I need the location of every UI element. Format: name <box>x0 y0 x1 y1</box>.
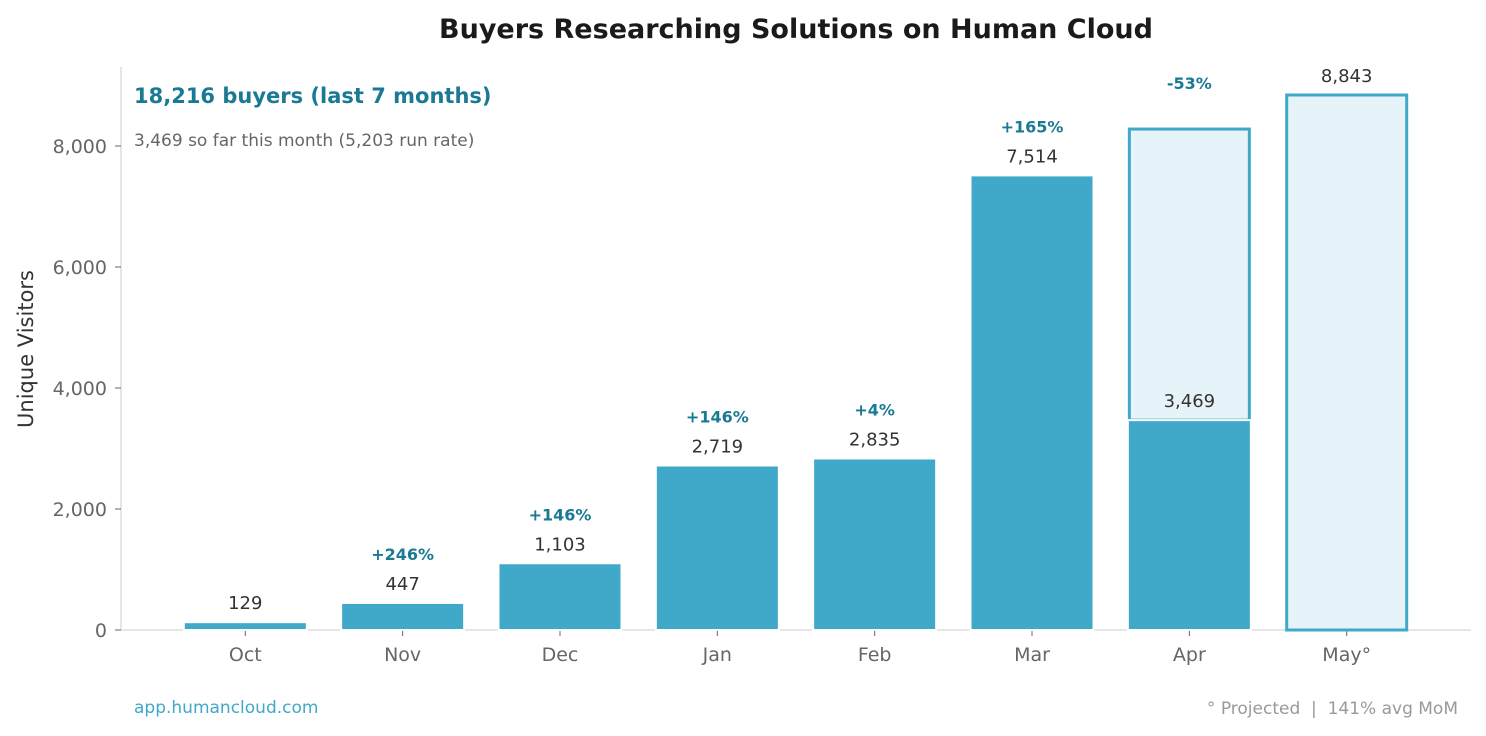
change-label: +146% <box>686 408 749 427</box>
bar <box>654 464 780 631</box>
value-label: 129 <box>228 593 262 614</box>
x-tick-label: Oct <box>229 644 262 666</box>
y-tick-label: 2,000 <box>53 499 107 521</box>
bar <box>340 601 466 631</box>
value-label: 2,835 <box>849 429 901 450</box>
bars <box>182 93 1409 632</box>
value-label: 8,843 <box>1321 66 1373 87</box>
x-tick-label: May° <box>1322 644 1371 666</box>
y-tick-label: 6,000 <box>53 257 107 279</box>
headline-annotation: 18,216 buyers (last 7 months) <box>134 84 492 108</box>
bar <box>969 174 1095 631</box>
x-tick-label: Jan <box>702 644 732 666</box>
bar <box>812 457 938 632</box>
footer-source-link[interactable]: app.humancloud.com <box>134 698 318 718</box>
change-label: +165% <box>1001 117 1064 136</box>
change-label: +146% <box>529 505 592 524</box>
value-label: 3,469 <box>1164 391 1216 412</box>
bar <box>182 621 308 631</box>
y-tick-label: 8,000 <box>53 136 107 158</box>
y-tick-label: 4,000 <box>53 378 107 400</box>
change-label: +246% <box>371 545 434 564</box>
bar <box>1126 419 1252 631</box>
x-tick-label: Dec <box>542 644 579 666</box>
x-tick-label: Feb <box>858 644 892 666</box>
bar <box>497 562 623 631</box>
change-label: +4% <box>854 400 895 419</box>
footer-note: ° Projected | 141% avg MoM <box>1207 699 1458 719</box>
value-label: 1,103 <box>534 534 586 555</box>
bar-projected <box>1285 93 1409 632</box>
chart-title: Buyers Researching Solutions on Human Cl… <box>439 14 1153 45</box>
x-tick-label: Apr <box>1173 644 1206 666</box>
change-label: -53% <box>1167 74 1212 93</box>
x-tick-label: Nov <box>384 644 421 666</box>
value-label: 7,514 <box>1006 146 1058 167</box>
bar-labels: 129 447 +246% 1,103 +146% 2,719 +146% 2,835 +4% 7… <box>228 66 1372 614</box>
value-label: 447 <box>385 574 419 595</box>
bar-projected-remainder <box>1127 127 1251 422</box>
y-tick-label: 0 <box>95 620 107 642</box>
value-label: 2,719 <box>692 437 744 458</box>
sub-annotation: 3,469 so far this month (5,203 run rate) <box>134 131 474 151</box>
y-axis-label: Unique Visitors <box>14 270 38 428</box>
x-tick-label: Mar <box>1014 644 1050 666</box>
